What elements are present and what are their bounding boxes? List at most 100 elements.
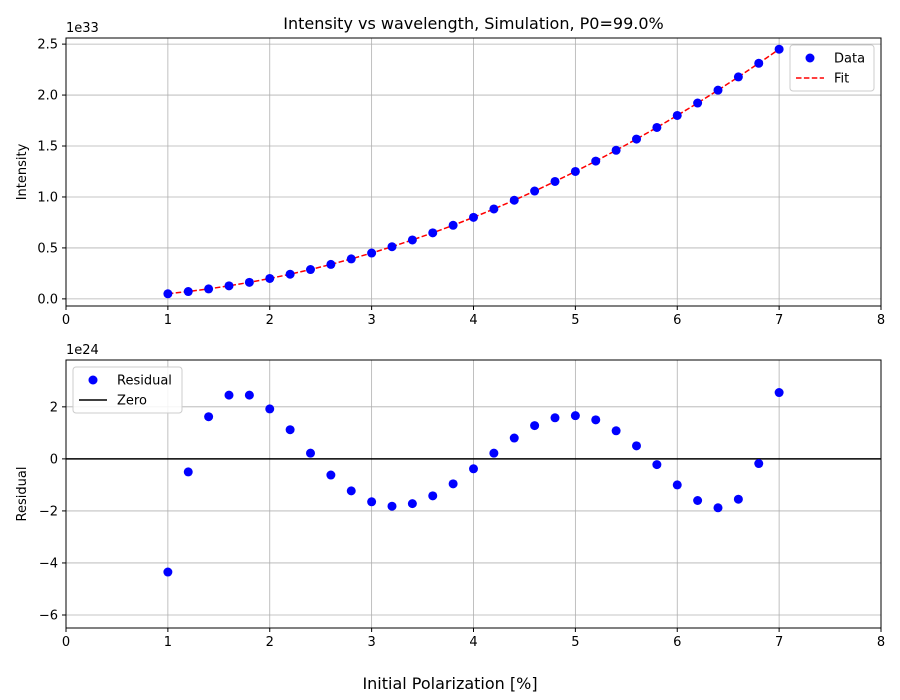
figure-xlabel: Initial Polarization [%] bbox=[362, 674, 537, 693]
top-x-tick-label: 6 bbox=[673, 313, 681, 328]
top-data-point bbox=[570, 166, 580, 176]
top-data-point bbox=[285, 269, 295, 279]
bottom-series-residual-points bbox=[163, 388, 784, 577]
bottom-x-tick-label: 4 bbox=[469, 635, 477, 650]
bottom-data-point bbox=[244, 390, 254, 400]
top-y-tick-label: 2.5 bbox=[37, 38, 58, 53]
top-data-point bbox=[346, 254, 356, 264]
bottom-data-point bbox=[591, 415, 601, 425]
bottom-legend-label: Zero bbox=[117, 394, 147, 409]
top-chart-title: Intensity vs wavelength, Simulation, P0=… bbox=[283, 14, 663, 33]
bottom-y-tick-label: −2 bbox=[39, 504, 58, 519]
bottom-legend-box bbox=[72, 366, 183, 414]
top-data-point bbox=[774, 44, 784, 54]
bottom-data-point bbox=[733, 494, 743, 504]
top-data-point bbox=[489, 204, 499, 214]
bottom-x-tick-label: 1 bbox=[164, 635, 172, 650]
bottom-data-point bbox=[713, 503, 723, 513]
bottom-y-axis-label: Residual bbox=[15, 467, 30, 522]
top-x-tick-label: 7 bbox=[775, 313, 783, 328]
top-data-point bbox=[754, 58, 764, 68]
top-data-point bbox=[326, 259, 336, 269]
top-legend-marker bbox=[805, 53, 815, 63]
top-data-point bbox=[591, 156, 601, 166]
top-data-point bbox=[713, 85, 723, 95]
top-data-point bbox=[652, 122, 662, 132]
top-y-tick-label: 1.0 bbox=[37, 190, 58, 205]
bottom-data-point bbox=[754, 459, 764, 469]
top-data-point bbox=[550, 176, 560, 186]
top-legend: Data Fit bbox=[789, 44, 875, 92]
bottom-y-tick-label: 2 bbox=[50, 400, 58, 415]
bottom-x-tick-label: 6 bbox=[673, 635, 681, 650]
bottom-data-point bbox=[693, 496, 703, 506]
bottom-data-point bbox=[163, 567, 173, 577]
top-x-tick-label: 0 bbox=[62, 313, 70, 328]
top-data-point bbox=[265, 273, 275, 283]
top-legend-label: Fit bbox=[834, 72, 849, 87]
top-series-data-points bbox=[163, 44, 784, 299]
top-y-tick-label: 0.0 bbox=[37, 292, 58, 307]
bottom-data-point bbox=[407, 499, 417, 509]
top-x-tick-label: 5 bbox=[571, 313, 579, 328]
bottom-data-point bbox=[652, 460, 662, 470]
top-data-point bbox=[611, 145, 621, 155]
bottom-data-point bbox=[774, 388, 784, 398]
bottom-x-tick-label: 5 bbox=[571, 635, 579, 650]
top-y-tick-label: 0.5 bbox=[37, 241, 58, 256]
top-x-tick-label: 3 bbox=[367, 313, 375, 328]
bottom-data-point bbox=[672, 480, 682, 490]
bottom-x-tick-label: 3 bbox=[367, 635, 375, 650]
bottom-y-tick-label: 0 bbox=[50, 452, 58, 467]
bottom-data-point bbox=[570, 411, 580, 421]
top-data-point bbox=[204, 284, 214, 294]
bottom-x-tick-label: 8 bbox=[877, 635, 885, 650]
bottom-data-point bbox=[428, 491, 438, 501]
top-data-point bbox=[469, 212, 478, 222]
top-x-tick-label: 1 bbox=[164, 313, 172, 328]
top-x-tick-label: 8 bbox=[877, 313, 885, 328]
bottom-data-point bbox=[387, 501, 397, 511]
bottom-data-point bbox=[611, 426, 621, 436]
top-data-point bbox=[530, 186, 540, 196]
bottom-data-point bbox=[632, 441, 641, 451]
top-data-point bbox=[224, 281, 234, 291]
bottom-data-point bbox=[285, 425, 295, 435]
bottom-data-point bbox=[448, 479, 458, 489]
bottom-data-point bbox=[346, 486, 356, 496]
bottom-y-tick-label: −4 bbox=[39, 556, 58, 571]
bottom-data-point bbox=[326, 470, 336, 480]
bottom-data-point bbox=[224, 390, 234, 400]
top-data-point bbox=[509, 195, 519, 205]
bottom-y-tick-label: −6 bbox=[39, 608, 58, 623]
top-data-point bbox=[387, 242, 397, 252]
top-data-point bbox=[693, 98, 703, 108]
top-x-tick-label: 2 bbox=[266, 313, 274, 328]
top-data-point bbox=[733, 72, 743, 82]
top-y-scale-label: 1e33 bbox=[66, 21, 99, 36]
top-x-tick-label: 4 bbox=[469, 313, 477, 328]
top-data-point bbox=[306, 265, 315, 275]
top-data-point bbox=[632, 134, 641, 144]
top-plot-axes: 0 1 2 3 4 5 6 7 8 0.0 0.5 1.0 1.5 2.0 2.5 1e33 Intensity… bbox=[15, 21, 885, 328]
bottom-data-point bbox=[489, 448, 499, 458]
top-y-tick-label: 1.5 bbox=[37, 140, 58, 155]
bottom-x-tick-label: 2 bbox=[266, 635, 274, 650]
top-data-point bbox=[407, 235, 417, 245]
bottom-x-tick-label: 7 bbox=[775, 635, 783, 650]
top-y-axis-label: Intensity bbox=[15, 143, 30, 200]
top-data-point bbox=[183, 287, 193, 297]
top-grid bbox=[65, 38, 882, 306]
bottom-legend-label: Residual bbox=[117, 374, 172, 389]
bottom-data-point bbox=[204, 412, 214, 422]
top-legend-label: Data bbox=[834, 52, 865, 67]
bottom-legend-marker bbox=[88, 375, 98, 385]
top-data-point bbox=[367, 248, 377, 258]
bottom-data-point bbox=[469, 464, 478, 474]
bottom-plot-axes: 0 1 2 3 4 5 6 7 8 −6 −4 −2 0 2 1e24 Residual Residual Zer… bbox=[15, 343, 885, 650]
bottom-data-point bbox=[530, 421, 540, 431]
bottom-data-point bbox=[509, 433, 519, 443]
bottom-data-point bbox=[367, 497, 377, 507]
bottom-data-point bbox=[306, 448, 315, 458]
